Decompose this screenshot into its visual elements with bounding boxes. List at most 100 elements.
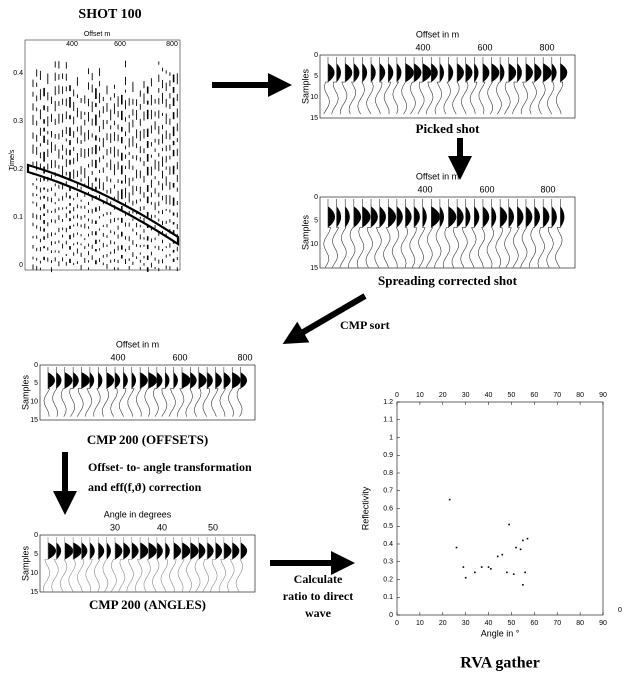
wiggle-trace <box>339 199 347 268</box>
x-tick-label: 400 <box>110 352 125 362</box>
shot-title: SHOT 100 <box>78 7 141 22</box>
y-tick-label: 10 <box>310 241 318 248</box>
y-tick-label: 0.1 <box>13 214 23 221</box>
wiggle-trace <box>331 57 339 115</box>
wiggle-trace <box>425 199 434 268</box>
panel-caption: CMP 200 (ANGLES) <box>89 597 206 612</box>
y-tick-label: 0.2 <box>383 576 393 583</box>
wiggle-trace <box>111 537 117 592</box>
panel-frame <box>319 196 576 269</box>
wiggle-lobe <box>48 372 56 389</box>
point <box>508 523 510 526</box>
y-tick-label: 15 <box>30 589 38 596</box>
wiggle-lobe <box>525 63 533 83</box>
wiggle-lobe <box>165 542 170 560</box>
step-label: Calculate <box>294 572 343 586</box>
x-tick-label: 60 <box>530 392 538 399</box>
wiggle-trace <box>93 537 101 592</box>
wiggle-trace <box>202 537 209 592</box>
wiggle-lobe <box>81 372 90 389</box>
wiggle-trace <box>356 199 365 268</box>
wiggle-lobe <box>173 372 178 389</box>
wiggle-lobe <box>405 206 412 228</box>
y-axis-label: Samples <box>20 545 30 581</box>
wiggle-trace <box>383 57 392 115</box>
wiggle-lobe <box>328 63 335 83</box>
wiggle-trace <box>101 367 109 417</box>
wiggle-lobe <box>123 542 131 560</box>
wiggle-trace <box>210 537 218 592</box>
wiggle-trace <box>434 57 443 115</box>
wiggle-lobe <box>328 206 336 228</box>
y-tick-label: 0 <box>34 362 38 369</box>
step-label: wave <box>305 606 332 620</box>
shot-panel: 400 600 800 Offset m 0.4 0.3 0.2 0.1 0 Time/s <box>9 31 181 273</box>
wiggle-lobe <box>98 542 105 560</box>
wiggle-lobe <box>482 63 490 83</box>
y-tick-label: 1.1 <box>383 417 393 424</box>
wiggle-trace <box>68 537 76 592</box>
wiggle-trace <box>134 537 143 592</box>
point <box>515 546 517 549</box>
point <box>506 571 508 574</box>
panel-caption: CMP 200 (OFFSETS) <box>87 432 208 447</box>
wiggle-lobe <box>474 63 479 83</box>
arrow <box>282 293 367 345</box>
x-tick-label: 50 <box>508 392 516 399</box>
wiggle-lobe <box>534 63 542 83</box>
x-axis-label: Angle in ° <box>481 628 520 638</box>
wiggle-trace <box>400 199 409 268</box>
wiggle-lobe <box>517 206 524 228</box>
y-tick-label: 0.9 <box>383 452 393 459</box>
pick-window <box>26 163 180 247</box>
wiggle-lobe <box>198 542 206 560</box>
x-axis-label: Offset in m <box>416 29 459 39</box>
y-tick-label: 0 <box>389 612 393 619</box>
x-tick-label: 90 <box>599 392 607 399</box>
wiggle-lobe <box>56 372 62 389</box>
panel-caption: Picked shot <box>416 121 481 136</box>
wiggle-trace <box>425 57 434 115</box>
wiggle-lobe <box>81 542 88 560</box>
wiggle-lobe <box>534 206 541 228</box>
point <box>480 566 483 568</box>
wiggle-lobe <box>240 372 248 389</box>
x-tick-label: 30 <box>462 392 470 399</box>
wiggle-lobe <box>379 206 386 228</box>
wiggle-lobe <box>115 372 121 389</box>
y-tick-label: 15 <box>310 265 318 272</box>
wiggle-lobe <box>156 542 163 560</box>
wiggle-trace <box>202 367 210 417</box>
x-tick-label: 40 <box>485 620 493 627</box>
wiggle-trace <box>520 57 528 115</box>
wiggle-trace <box>118 537 126 592</box>
wiggle-trace <box>537 199 545 268</box>
step-label: ratio to direct <box>283 589 353 603</box>
y-tick-label: 0.5 <box>383 523 393 530</box>
x-axis-label: Offset in m <box>116 339 159 349</box>
wiggle-trace <box>469 199 477 268</box>
x-tick-label: 400 <box>417 184 432 194</box>
wiggle-trace <box>194 367 202 417</box>
wiggle-trace <box>219 367 227 417</box>
wiggle-lobe <box>491 63 500 83</box>
wiggle-trace <box>228 367 234 417</box>
wiggle-trace <box>176 367 185 417</box>
wiggle-lobe <box>457 206 464 228</box>
panel-caption: Spreading corrected shot <box>378 273 518 288</box>
point <box>522 539 524 542</box>
wiggle-lobe <box>465 206 471 228</box>
rva-plot: 0010102020303040405050606070708080909000… <box>360 392 622 672</box>
wiggle-trace <box>143 537 151 592</box>
y-tick-label: 0.6 <box>383 505 393 512</box>
x-tick-label: 80 <box>576 620 584 627</box>
point <box>490 568 492 570</box>
x-tick-label: 800 <box>166 41 178 48</box>
wiggle-trace <box>185 367 193 417</box>
point <box>487 566 490 568</box>
plot-title: RVA gather <box>460 655 540 672</box>
wiggle-trace <box>59 537 68 592</box>
wiggle-trace <box>417 57 425 115</box>
